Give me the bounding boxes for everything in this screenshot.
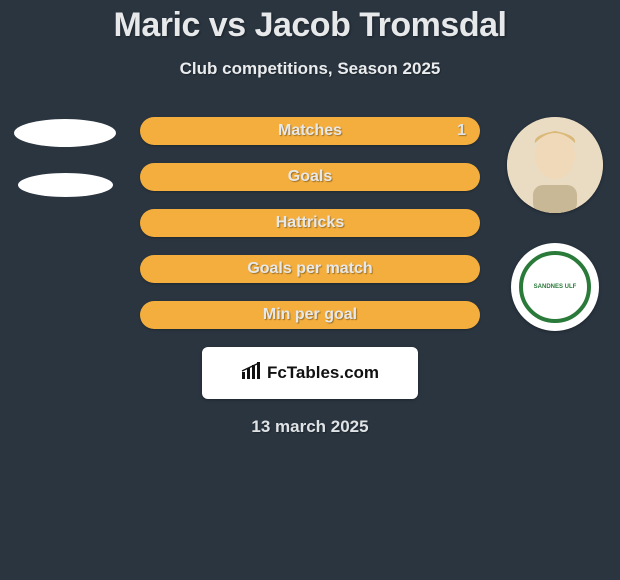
stat-label: Matches xyxy=(278,122,342,140)
left-club-badge-placeholder xyxy=(18,173,113,197)
right-club-badge: SANDNES ULF xyxy=(511,243,599,331)
left-player-column xyxy=(0,117,130,223)
stat-bar-hattricks: Hattricks xyxy=(140,209,480,237)
stat-label: Hattricks xyxy=(276,214,344,232)
subtitle: Club competitions, Season 2025 xyxy=(0,59,620,79)
stat-bar-matches: Matches 1 xyxy=(140,117,480,145)
stat-label: Min per goal xyxy=(263,306,357,324)
right-player-avatar xyxy=(507,117,603,213)
stat-value-right: 1 xyxy=(457,122,466,140)
page-title: Maric vs Jacob Tromsdal xyxy=(0,6,620,45)
bar-chart-icon xyxy=(241,362,263,385)
right-player-column: SANDNES ULF xyxy=(490,117,620,331)
stat-bar-goals: Goals xyxy=(140,163,480,191)
brand-text: FcTables.com xyxy=(267,363,379,383)
comparison-panel: Matches 1 Goals Hattricks Goals per matc… xyxy=(0,117,620,331)
brand-badge: FcTables.com xyxy=(202,347,418,399)
stat-label: Goals xyxy=(288,168,332,186)
stat-label: Goals per match xyxy=(247,260,372,278)
left-player-avatar xyxy=(14,119,116,147)
player-silhouette-icon xyxy=(507,117,603,213)
club-badge-label: SANDNES ULF xyxy=(519,251,591,323)
date-label: 13 march 2025 xyxy=(0,417,620,437)
stat-bars: Matches 1 Goals Hattricks Goals per matc… xyxy=(130,117,490,329)
stat-bar-goals-per-match: Goals per match xyxy=(140,255,480,283)
stat-bar-min-per-goal: Min per goal xyxy=(140,301,480,329)
